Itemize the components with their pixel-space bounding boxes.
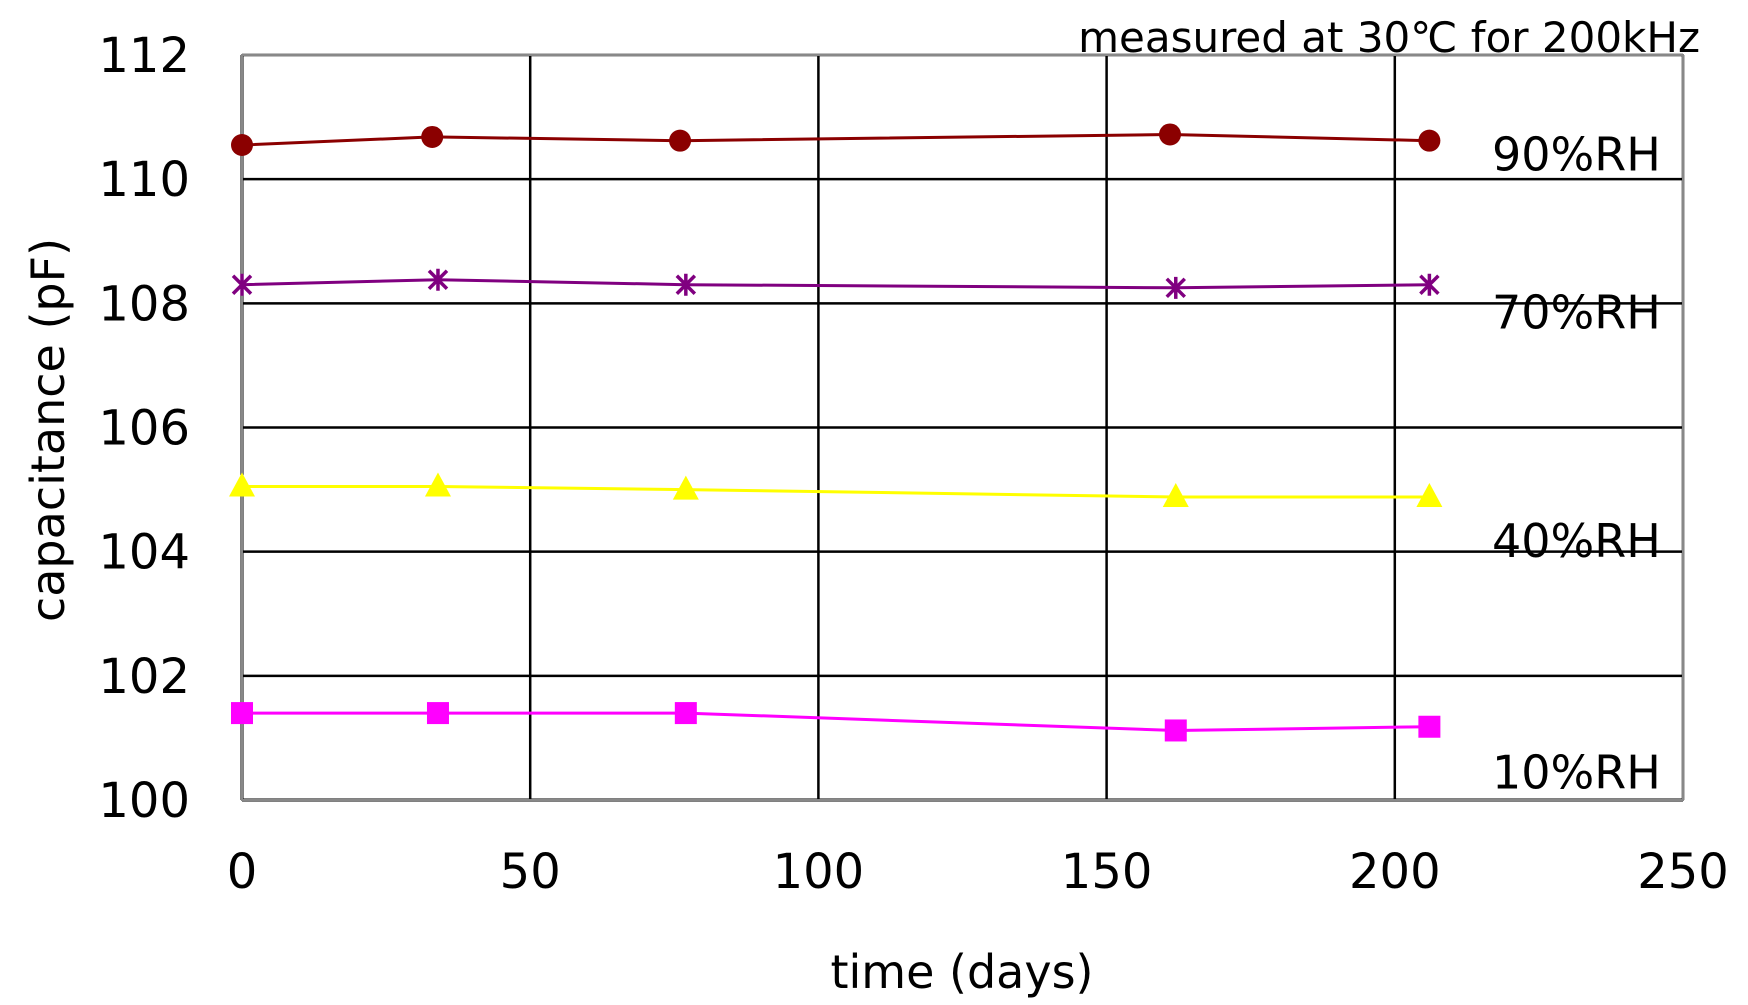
- y-tick-label-100: 100: [98, 773, 190, 829]
- data-point-70%RH-3: [1165, 276, 1187, 299]
- series-label-90%RH: 90%RH: [1492, 128, 1661, 182]
- series-label-40%RH: 40%RH: [1492, 514, 1661, 568]
- chart-annotation: measured at 30℃ for 200kHz: [1078, 13, 1700, 62]
- data-point-40%RH-3: [1162, 483, 1189, 508]
- series-labels: 90%RH 70%RH 40%RH 10%RH: [1492, 128, 1661, 800]
- data-point-40%RH-1: [424, 472, 451, 497]
- data-point-70%RH-4: [1419, 273, 1440, 296]
- y-tick-label-112: 112: [98, 28, 190, 84]
- series-label-10%RH: 10%RH: [1492, 746, 1661, 800]
- data-point-10%RH-1: [426, 702, 449, 725]
- y-tick-label-110: 110: [98, 152, 190, 208]
- x-tick-label-0: 0: [227, 844, 258, 900]
- data-point-40%RH-0: [229, 472, 255, 497]
- data-point-40%RH-4: [1416, 483, 1443, 508]
- y-tick-label-104: 104: [98, 525, 190, 581]
- data-point-10%RH-3: [1164, 719, 1187, 742]
- x-tick-label-200: 200: [1349, 844, 1441, 900]
- x-tick-label-50: 50: [500, 844, 561, 900]
- series-label-70%RH: 70%RH: [1492, 286, 1661, 340]
- y-tick-label-106: 106: [98, 401, 190, 457]
- x-axis-title: time (days): [830, 945, 1093, 999]
- data-point-70%RH-2: [675, 273, 697, 296]
- x-tick-label-250: 250: [1637, 844, 1729, 900]
- series-markers: [229, 123, 1443, 742]
- y-tick-label-102: 102: [98, 649, 190, 705]
- x-tick-label-150: 150: [1061, 844, 1153, 900]
- data-point-90%RH-0: [231, 134, 253, 157]
- data-point-10%RH-2: [674, 702, 697, 725]
- data-point-70%RH-0: [231, 273, 253, 296]
- plot-area-frame: [241, 54, 1684, 801]
- data-point-90%RH-3: [1159, 123, 1182, 146]
- data-point-70%RH-1: [427, 268, 449, 291]
- data-point-90%RH-2: [669, 129, 692, 152]
- data-point-40%RH-2: [672, 475, 699, 500]
- data-point-90%RH-1: [421, 125, 444, 148]
- y-tick-label-108: 108: [98, 276, 190, 332]
- data-point-10%RH-4: [1418, 715, 1441, 738]
- data-point-10%RH-0: [231, 702, 253, 725]
- y-axis-title: capacitance (pF): [21, 238, 75, 622]
- data-point-90%RH-4: [1418, 129, 1441, 152]
- tick-labels: 100 102 104 106 108 110 112 0 50 100 150 200 250: [98, 28, 1728, 900]
- x-tick-label-100: 100: [773, 844, 865, 900]
